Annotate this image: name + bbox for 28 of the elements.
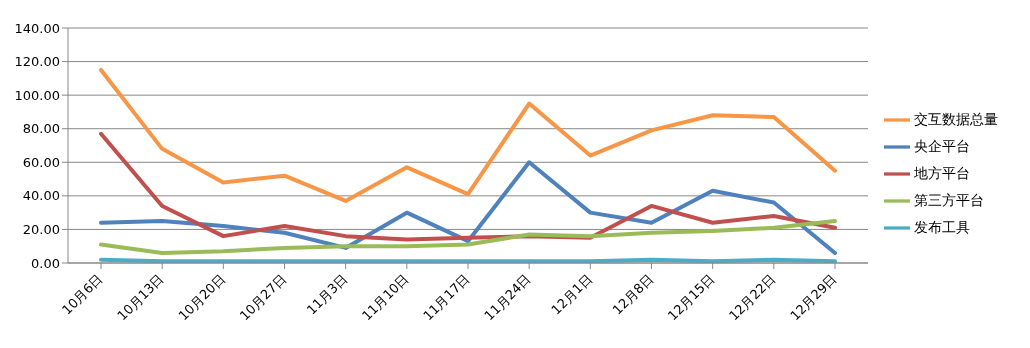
x-tick-label: 12月29日 (787, 270, 840, 324)
legend-label: 央企平台 (914, 137, 970, 154)
x-tick-label: 10月6日 (59, 270, 106, 318)
line-series (99, 219, 837, 255)
legend-label: 地方平台 (914, 164, 970, 181)
line-series (99, 67, 837, 203)
y-tick-label: 140.00 (14, 20, 60, 36)
x-tick-label: 11月10日 (359, 270, 412, 324)
y-tick-label: 40.00 (22, 188, 60, 204)
legend-label: 交互数据总量 (914, 110, 998, 127)
y-tick-label: 20.00 (22, 222, 60, 238)
y-tick-label: 0.00 (31, 255, 60, 271)
x-tick-label: 10月13日 (114, 270, 167, 324)
y-tick-label: 100.00 (14, 87, 60, 103)
x-tick-label: 11月17日 (420, 270, 473, 324)
x-tick-label: 12月15日 (664, 270, 718, 324)
y-tick-label: 120.00 (14, 54, 60, 70)
legend-label: 发布工具 (914, 218, 970, 235)
legend-label: 第三方平台 (914, 191, 984, 208)
x-tick-label: 12月8日 (609, 270, 657, 318)
x-tick-label: 10月27日 (236, 270, 290, 324)
y-tick-label: 60.00 (22, 154, 60, 170)
x-tick-label: 12月22日 (726, 270, 779, 324)
x-tick-label: 11月24日 (481, 270, 534, 324)
x-tick-label: 10月20日 (175, 270, 228, 324)
x-tick-label: 11月3日 (303, 270, 351, 318)
y-tick-label: 80.00 (22, 121, 60, 137)
x-tick-label: 12月1日 (548, 270, 595, 318)
